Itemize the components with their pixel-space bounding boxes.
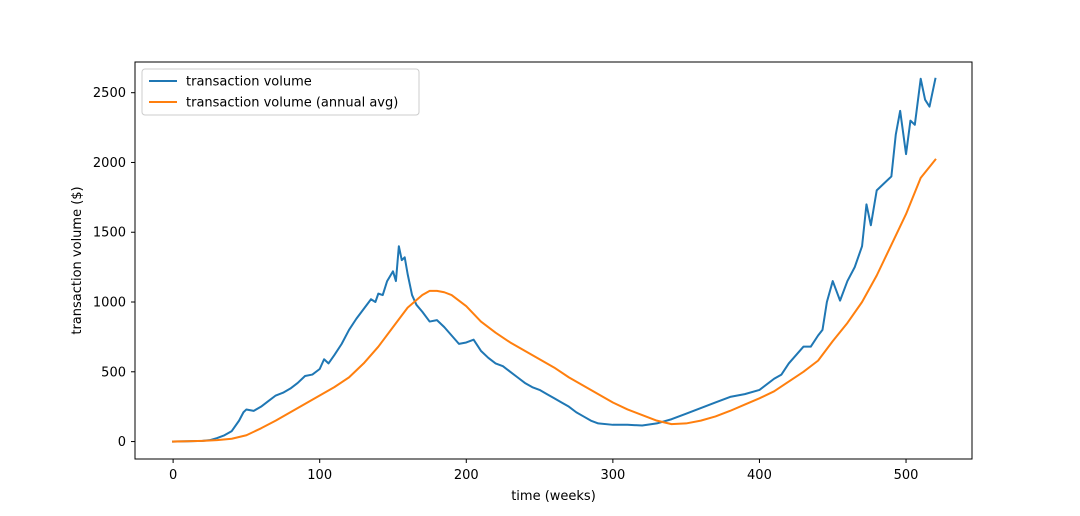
x-tick-label: 200: [454, 468, 479, 483]
y-tick-label: 1500: [93, 226, 126, 241]
legend: transaction volume transaction volume (an…: [141, 68, 420, 116]
y-tick-label: 0: [118, 435, 126, 450]
x-axis-label: time (weeks): [511, 489, 596, 504]
y-axis-label: transaction volume ($): [70, 186, 85, 334]
x-tick-label: 100: [307, 468, 332, 483]
x-axis-ticks: 0 100 200 300 400 500: [169, 459, 918, 483]
y-tick-label: 500: [101, 365, 126, 380]
y-axis-ticks: 0 500 1000 1500 2000 2500: [93, 86, 135, 450]
legend-label-1: transaction volume: [186, 75, 312, 90]
series-line-1: [172, 77, 937, 443]
y-tick-label: 1000: [93, 296, 126, 311]
y-tick-label: 2500: [93, 86, 126, 101]
series-layer: [172, 77, 937, 443]
plot-area: [135, 62, 972, 459]
series-line-2: [172, 158, 937, 443]
x-tick-label: 0: [169, 468, 177, 483]
legend-box: [141, 68, 420, 116]
y-tick-label: 2000: [93, 156, 126, 171]
legend-label-2: transaction volume (annual avg): [186, 96, 398, 111]
x-tick-label: 400: [747, 468, 772, 483]
x-tick-label: 500: [894, 468, 919, 483]
x-tick-label: 300: [600, 468, 625, 483]
plot-frame: [134, 61, 973, 460]
